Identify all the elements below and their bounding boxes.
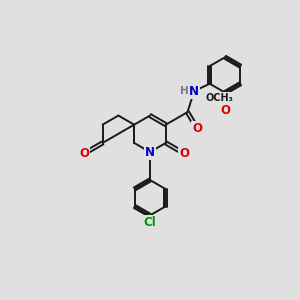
Text: N: N [189, 85, 199, 98]
Text: O: O [179, 147, 189, 160]
Text: O: O [192, 122, 202, 135]
Text: N: N [145, 146, 155, 159]
Text: Cl: Cl [144, 216, 156, 229]
Text: H: H [180, 86, 189, 96]
Text: O: O [79, 147, 89, 160]
Text: OCH₃: OCH₃ [206, 93, 234, 103]
Text: O: O [220, 104, 230, 117]
